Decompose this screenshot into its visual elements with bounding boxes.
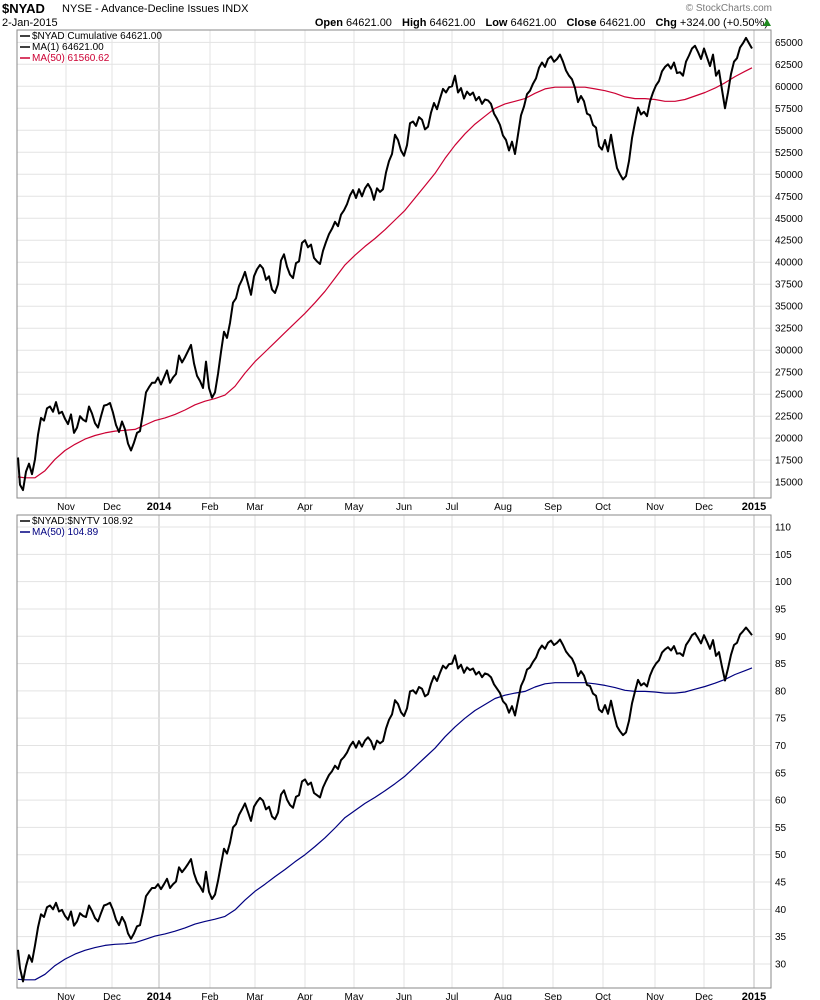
- x-tick-label: Dec: [103, 502, 121, 513]
- high-label: High: [402, 17, 427, 29]
- y-tick-label: 55: [775, 823, 787, 834]
- x-tick-label: Oct: [595, 992, 611, 1000]
- series-line--nyad-cumulative: [17, 36, 753, 492]
- chart-date: 2-Jan-2015: [2, 17, 58, 29]
- x-tick-label: 2015: [742, 991, 766, 1000]
- x-tick-label: Nov: [57, 502, 75, 513]
- y-tick-label: 57500: [775, 104, 803, 115]
- legend-label: MA(1) 64621.00: [32, 42, 104, 53]
- x-tick-label: Oct: [595, 502, 611, 513]
- y-tick-label: 50000: [775, 170, 803, 181]
- y-tick-label: 52500: [775, 148, 803, 159]
- y-tick-label: 90: [775, 632, 787, 643]
- x-tick-label: Sep: [544, 502, 562, 513]
- y-tick-label: 62500: [775, 60, 803, 71]
- x-tick-label: Mar: [246, 992, 264, 1000]
- y-tick-label: 80: [775, 686, 787, 697]
- x-tick-label: Aug: [494, 502, 512, 513]
- series-line--nyad-nytv: [17, 626, 753, 983]
- x-tick-label: Jul: [446, 502, 459, 513]
- x-tick-label: 2014: [147, 501, 172, 513]
- open-label: Open: [314, 17, 343, 29]
- x-tick-label: Dec: [103, 992, 121, 1000]
- high-value: 64621.00: [429, 17, 476, 29]
- legend-label: $NYAD Cumulative 64621.00: [32, 31, 162, 42]
- x-tick-label: May: [345, 992, 364, 1000]
- open-value: 64621.00: [346, 17, 392, 29]
- ohlc-readout: Open 64621.00 High 64621.00 Low 64621.00…: [315, 17, 768, 29]
- y-tick-label: 50: [775, 850, 787, 861]
- x-tick-label: Nov: [646, 502, 664, 513]
- x-tick-label: 2015: [742, 501, 766, 513]
- y-tick-label: 85: [775, 659, 787, 670]
- y-tick-label: 40: [775, 905, 787, 916]
- y-tick-label: 25000: [775, 390, 803, 401]
- y-tick-label: 45: [775, 878, 787, 889]
- x-tick-label: Dec: [695, 992, 713, 1000]
- x-tick-label: Aug: [494, 992, 512, 1000]
- x-tick-label: Apr: [297, 502, 313, 513]
- x-tick-label: Nov: [57, 992, 75, 1000]
- x-tick-label: Dec: [695, 502, 713, 513]
- y-tick-label: 30000: [775, 346, 803, 357]
- y-tick-label: 30: [775, 959, 787, 970]
- y-tick-label: 32500: [775, 324, 803, 335]
- x-tick-label: May: [345, 502, 364, 513]
- symbol-title: $NYAD: [2, 1, 45, 16]
- low-value: 64621.00: [510, 17, 557, 29]
- y-tick-label: 35000: [775, 302, 803, 313]
- x-tick-label: Feb: [201, 502, 219, 513]
- y-tick-label: 110: [775, 523, 791, 534]
- x-tick-label: Jul: [446, 992, 459, 1000]
- legend-label: MA(50) 104.89: [32, 527, 99, 538]
- x-tick-label: Apr: [297, 992, 313, 1000]
- series-line-ma-50-: [17, 667, 753, 981]
- y-tick-label: 60: [775, 796, 787, 807]
- x-tick-label: Jun: [396, 502, 412, 513]
- legend-label: $NYAD:$NYTV 108.92: [32, 516, 133, 527]
- chg-label: Chg: [655, 17, 677, 29]
- x-tick-label: Mar: [246, 502, 264, 513]
- x-tick-label: 2014: [147, 991, 172, 1000]
- y-tick-label: 20000: [775, 434, 803, 445]
- y-tick-label: 40000: [775, 258, 803, 269]
- y-tick-label: 27500: [775, 368, 803, 379]
- symbol-description: NYSE - Advance-Decline Issues INDX: [62, 3, 249, 15]
- panel-frame: [16, 514, 772, 989]
- x-tick-label: Feb: [201, 992, 219, 1000]
- y-tick-label: 75: [775, 714, 787, 725]
- y-tick-label: 105: [775, 550, 792, 561]
- y-tick-label: 37500: [775, 280, 803, 291]
- x-tick-label: Sep: [544, 992, 562, 1000]
- legend-label: MA(50) 61560.62: [32, 53, 110, 64]
- y-tick-label: 100: [775, 577, 792, 588]
- panel-frame: [16, 29, 772, 499]
- y-tick-label: 65: [775, 768, 787, 779]
- x-tick-label: Nov: [646, 992, 664, 1000]
- x-tick-label: Jun: [396, 992, 412, 1000]
- series-line-ma-50-: [17, 67, 753, 479]
- y-tick-label: 95: [775, 604, 787, 615]
- y-tick-label: 17500: [775, 456, 803, 467]
- y-tick-label: 35: [775, 932, 787, 943]
- y-tick-label: 15000: [775, 478, 803, 489]
- y-tick-label: 47500: [775, 192, 803, 203]
- y-tick-label: 60000: [775, 82, 803, 93]
- low-label: Low: [485, 17, 508, 29]
- up-arrow-icon: [763, 19, 771, 26]
- y-tick-label: 45000: [775, 214, 803, 225]
- stockcharts-logo: © StockCharts.com: [685, 3, 772, 14]
- y-tick-label: 55000: [775, 126, 803, 137]
- chg-value: +324.00 (+0.50%): [679, 17, 768, 29]
- close-value: 64621.00: [599, 17, 646, 29]
- y-tick-label: 70: [775, 741, 787, 752]
- close-label: Close: [566, 17, 597, 29]
- y-tick-label: 22500: [775, 412, 803, 423]
- y-tick-label: 65000: [775, 38, 803, 49]
- y-tick-label: 42500: [775, 236, 803, 247]
